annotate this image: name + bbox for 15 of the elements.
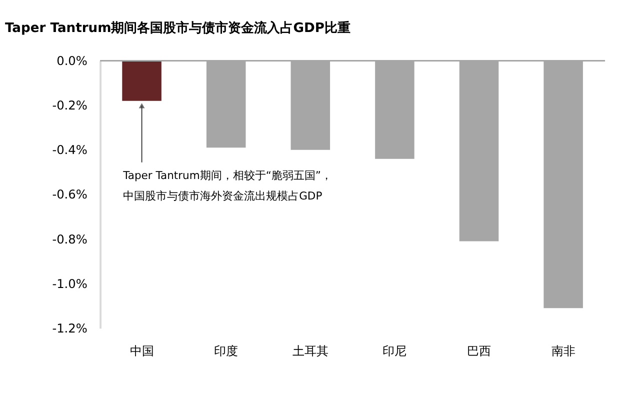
annotation: Taper Tantrum期间，相较于“脆弱五国”，中国股市与债市海外资金流出规模占GDP (122, 168, 332, 202)
x-tick-label: 中国 (130, 344, 154, 358)
y-tick-label: -1.0% (52, 276, 88, 291)
y-tick-label: -1.2% (52, 321, 88, 336)
y-tick-label: -0.6% (52, 188, 88, 202)
y-tick-label: -0.4% (52, 143, 88, 158)
y-tick-label: -0.8% (52, 232, 88, 246)
y-tick-label: 0.0% (56, 54, 88, 68)
y-tick-label: -0.2% (52, 98, 88, 113)
x-tick-label: 巴西 (467, 344, 492, 358)
chart-title: Taper Tantrum期间各国股市与债市资金流入占GDP比重 (4, 20, 350, 36)
x-tick-label: 印度 (214, 344, 238, 358)
x-tick-label: 印尼 (382, 344, 407, 358)
x-tick-label: 南非 (551, 344, 576, 358)
x-tick-label: 土耳其 (292, 344, 328, 358)
